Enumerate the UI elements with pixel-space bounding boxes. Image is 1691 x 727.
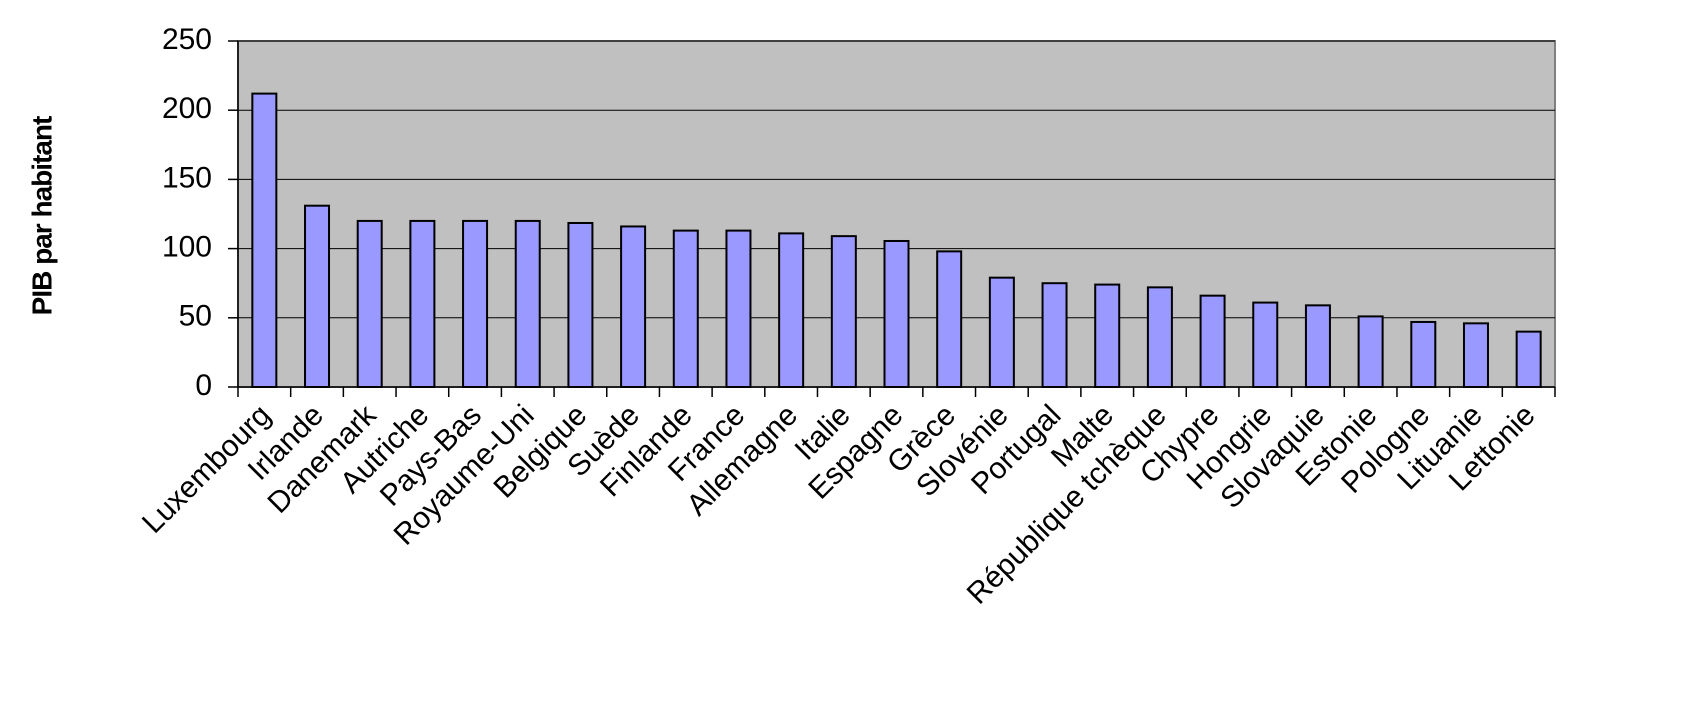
y-tick-label: 250 [162,23,212,56]
bar [830,235,857,388]
bar [1462,322,1489,388]
y-tick-label: 150 [162,161,212,194]
bar [251,92,278,388]
bar [514,219,541,388]
bar [1357,315,1384,388]
y-tick-label: 100 [162,231,212,264]
bar [1199,294,1226,389]
bar [1304,304,1331,388]
y-axis-label: PIB par habitant [26,116,57,315]
bar [1094,283,1121,389]
bar [356,219,383,388]
y-tick-label: 50 [179,300,212,333]
bar [1146,286,1173,388]
bar [409,219,436,388]
bar [883,239,910,388]
y-tick-label: 0 [195,369,212,402]
bar [936,250,963,388]
bar [1252,301,1279,388]
bar [988,276,1015,388]
bar [620,225,647,388]
bar [567,221,594,388]
bar [304,204,331,388]
bar [672,229,699,388]
y-tick-label: 200 [162,92,212,125]
bar [1515,330,1542,389]
bar [1410,320,1437,388]
bar [462,219,489,388]
bar [1041,282,1068,389]
bar [778,232,805,388]
bar [725,229,752,388]
